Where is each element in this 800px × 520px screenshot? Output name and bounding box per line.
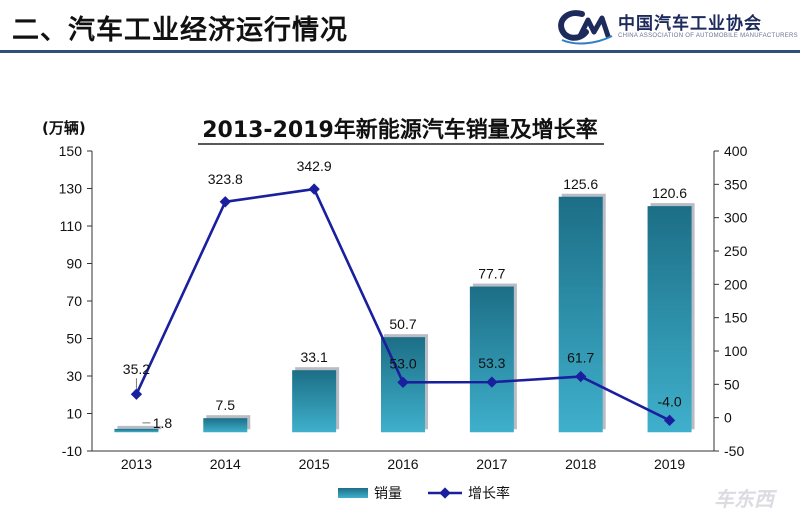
page-title: 二、汽车工业经济运行情况 xyxy=(12,15,348,46)
y-left-axis-unit: (万辆) xyxy=(42,119,86,137)
bar-shadow xyxy=(117,425,162,430)
caam-logo-icon xyxy=(558,10,613,45)
bar-data-label: 1.8 xyxy=(153,415,173,431)
y-right-tick-label: 400 xyxy=(724,143,748,159)
line-data-label: 35.2 xyxy=(123,361,150,377)
y-right-tick-label: 250 xyxy=(724,243,748,259)
y-right-tick-label: 150 xyxy=(724,310,748,326)
x-tick-label: 2013 xyxy=(121,456,152,472)
logo-name: 中国汽车工业协会 xyxy=(618,14,762,34)
line-data-label: 53.3 xyxy=(478,355,505,371)
growth-point xyxy=(308,183,320,195)
bar xyxy=(292,370,337,433)
x-tick-label: 2014 xyxy=(210,456,241,472)
y-right-tick-label: -50 xyxy=(724,443,744,459)
header-rule xyxy=(0,50,800,53)
y-left-tick-label: 50 xyxy=(66,331,82,347)
line-data-label: 342.9 xyxy=(297,158,332,174)
legend: 销量 增长率 xyxy=(338,485,510,502)
bar-labels: 1.8 7.5 33.1 50.7 77.7 125.6 120.6 xyxy=(142,176,687,431)
axes: 150 130 110 90 70 50 30 10 -10 400 350 300 250 200 150… xyxy=(59,143,748,472)
y-left-tick-label: 150 xyxy=(59,143,83,159)
line-data-label: 53.0 xyxy=(389,355,416,371)
legend-line-marker xyxy=(439,487,451,499)
x-tick-label: 2018 xyxy=(565,456,596,472)
legend-bar-label: 销量 xyxy=(374,486,402,502)
bar-data-label: 33.1 xyxy=(301,349,328,365)
line-series xyxy=(130,183,676,426)
y-right-tick-label: 200 xyxy=(724,276,748,292)
watermark: 车东西 xyxy=(714,487,774,511)
bar xyxy=(114,428,159,433)
y-right-tick-label: 50 xyxy=(724,376,740,392)
bar-series xyxy=(114,193,695,433)
logo-subtitle: CHINA ASSOCIATION OF AUTOMOBILE MANUFACT… xyxy=(618,33,798,39)
line-data-label: 323.8 xyxy=(208,171,243,187)
y-left-tick-label: 110 xyxy=(60,218,83,234)
growth-point xyxy=(663,414,676,426)
x-tick-label: 2017 xyxy=(476,456,507,472)
x-tick-label: 2019 xyxy=(654,456,685,472)
growth-point xyxy=(575,370,587,383)
growth-point xyxy=(130,388,143,400)
growth-point xyxy=(397,376,409,388)
y-left-tick-label: 70 xyxy=(66,293,82,309)
y-left-tick-label: 10 xyxy=(66,406,82,422)
bar xyxy=(469,286,514,433)
legend-line-label: 增长率 xyxy=(468,485,510,502)
caam-logo: 中国汽车工业协会 CHINA ASSOCIATION OF AUTOMOBILE… xyxy=(556,6,798,48)
page-header: 二、汽车工业经济运行情况 中国汽车工业协会 CHINA ASSOCIATION … xyxy=(0,0,800,54)
line-labels: 35.2 323.8 342.9 53.0 53.3 61.7 -4.0 xyxy=(123,158,682,409)
line-data-label: -4.0 xyxy=(658,393,682,409)
x-tick-label: 2016 xyxy=(387,456,418,472)
line-data-label: 61.7 xyxy=(567,350,594,366)
growth-point xyxy=(219,196,231,208)
bar xyxy=(558,196,603,433)
bar-data-label: 120.6 xyxy=(652,185,687,201)
bar-data-label: 77.7 xyxy=(478,266,505,282)
bar xyxy=(203,418,248,433)
bar xyxy=(647,206,692,433)
y-right-tick-label: 100 xyxy=(724,343,748,359)
x-tick-label: 2015 xyxy=(299,456,330,472)
y-left-tick-label: 130 xyxy=(59,181,83,197)
bar-data-label: 7.5 xyxy=(216,397,236,413)
legend-bar-swatch xyxy=(338,488,368,498)
growth-point xyxy=(486,376,498,388)
y-right-tick-label: 0 xyxy=(724,410,732,426)
y-left-tick-label: 30 xyxy=(66,368,82,384)
y-left-tick-label: -10 xyxy=(62,443,82,459)
chart-title: 2013-2019年新能源汽车销量及增长率 xyxy=(202,117,598,143)
y-right-tick-label: 300 xyxy=(724,210,748,226)
y-left-tick-label: 90 xyxy=(66,256,82,272)
bar-data-label: 50.7 xyxy=(389,316,416,332)
y-right-tick-label: 350 xyxy=(724,176,748,192)
bar-data-label: 125.6 xyxy=(563,176,598,192)
